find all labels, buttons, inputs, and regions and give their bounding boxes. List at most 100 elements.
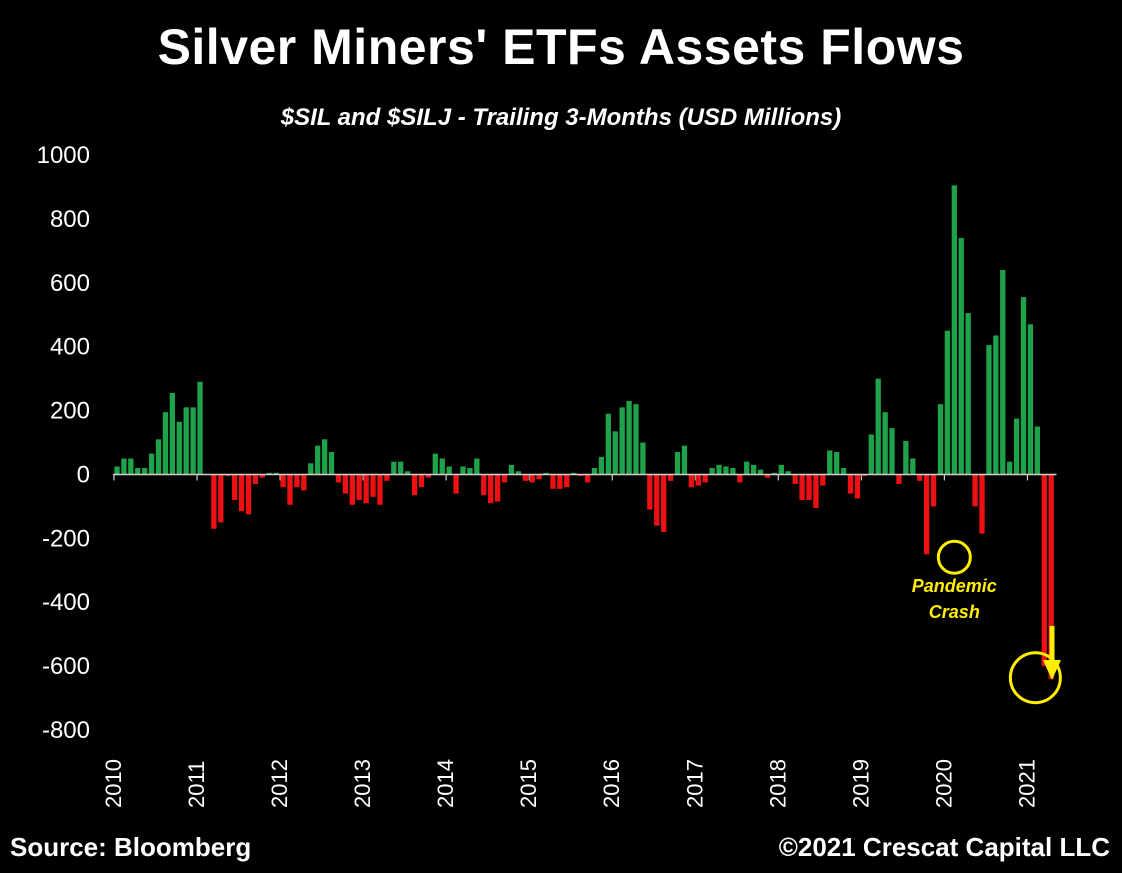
y-axis-ticks: 1000 800 600 400 200 0 -200 -400 -600 -800 bbox=[37, 142, 90, 744]
bar bbox=[750, 464, 757, 475]
bar bbox=[564, 474, 570, 488]
bar bbox=[418, 474, 425, 488]
bar bbox=[1000, 270, 1006, 475]
copyright-label: ©2021 Crescat Capital LLC bbox=[778, 832, 1110, 862]
y-tick-label: -800 bbox=[42, 717, 90, 744]
x-tick-label: 2016 bbox=[599, 759, 624, 808]
bar bbox=[169, 392, 176, 475]
bar bbox=[958, 238, 964, 475]
bar bbox=[764, 474, 771, 478]
bar bbox=[550, 474, 556, 489]
bar bbox=[315, 445, 321, 475]
bar bbox=[356, 474, 362, 500]
bar bbox=[197, 381, 203, 475]
bar bbox=[688, 474, 695, 488]
bar bbox=[861, 474, 868, 477]
bar bbox=[557, 474, 563, 489]
chart-subtitle: $SIL and $SILJ - Trailing 3-Months (USD … bbox=[280, 104, 842, 131]
bar bbox=[723, 466, 729, 475]
bar bbox=[813, 474, 819, 508]
bar bbox=[391, 461, 397, 475]
bar bbox=[245, 474, 252, 515]
bar bbox=[481, 474, 487, 496]
bar bbox=[654, 474, 660, 526]
bar bbox=[882, 412, 888, 475]
bar bbox=[993, 335, 999, 475]
bar bbox=[834, 452, 840, 475]
bar bbox=[148, 453, 155, 475]
bar bbox=[142, 468, 148, 475]
bar bbox=[155, 439, 162, 475]
annotation-circle-pandemic bbox=[936, 539, 972, 575]
bar bbox=[467, 468, 473, 475]
bar bbox=[294, 474, 300, 488]
annotations: Pandemic Crash bbox=[912, 539, 1062, 705]
x-tick-label: 2011 bbox=[184, 761, 209, 808]
bar bbox=[605, 413, 611, 475]
x-tick-label: 2015 bbox=[516, 759, 541, 808]
bar bbox=[225, 474, 231, 477]
bar bbox=[847, 474, 854, 494]
bar bbox=[349, 474, 355, 505]
bar bbox=[508, 464, 515, 475]
x-tick-label: 2018 bbox=[765, 759, 790, 808]
bar bbox=[591, 468, 598, 475]
bar bbox=[176, 421, 182, 475]
bar bbox=[868, 434, 874, 475]
annotation-label-pandemic-crash: Pandemic bbox=[912, 576, 997, 596]
bar bbox=[889, 428, 895, 475]
bar bbox=[398, 461, 404, 475]
bar bbox=[709, 468, 715, 475]
bar bbox=[792, 474, 798, 485]
bar bbox=[744, 461, 750, 475]
bar bbox=[903, 440, 909, 475]
bar bbox=[128, 458, 134, 475]
bar bbox=[944, 330, 951, 475]
bar bbox=[854, 474, 861, 499]
bar bbox=[716, 464, 722, 475]
bar bbox=[730, 468, 736, 475]
bar bbox=[529, 474, 535, 483]
bar bbox=[404, 471, 411, 475]
bar bbox=[301, 474, 307, 491]
bar bbox=[667, 474, 674, 481]
bar-series bbox=[114, 185, 1054, 679]
x-tick-label: 2019 bbox=[848, 759, 873, 808]
bar bbox=[121, 458, 127, 475]
bar bbox=[937, 404, 944, 475]
bar bbox=[702, 474, 708, 483]
bar bbox=[571, 472, 577, 475]
bar bbox=[965, 313, 971, 475]
bar bbox=[432, 453, 438, 475]
bar bbox=[640, 442, 646, 475]
x-tick-label: 2014 bbox=[433, 759, 458, 808]
bar bbox=[425, 474, 432, 478]
bar bbox=[453, 474, 459, 494]
bar bbox=[681, 445, 688, 475]
bar bbox=[1048, 474, 1054, 679]
bar bbox=[238, 474, 245, 512]
x-tick-label: 2013 bbox=[350, 759, 375, 808]
bar bbox=[370, 474, 376, 497]
bar bbox=[335, 474, 342, 483]
y-tick-label: 600 bbox=[50, 270, 90, 297]
bar bbox=[183, 407, 189, 475]
bar bbox=[328, 452, 335, 475]
bar bbox=[577, 474, 584, 477]
bar bbox=[598, 456, 605, 475]
bar bbox=[342, 474, 349, 494]
bar bbox=[951, 185, 957, 475]
bar bbox=[1007, 461, 1013, 475]
bar bbox=[266, 472, 272, 475]
bar bbox=[384, 474, 390, 481]
bar bbox=[190, 407, 196, 475]
bar bbox=[280, 474, 286, 488]
x-tick-label: 2021 bbox=[1014, 759, 1039, 808]
down-arrow-icon bbox=[1043, 660, 1061, 680]
bar bbox=[363, 474, 369, 504]
bar bbox=[785, 471, 791, 475]
bar bbox=[930, 474, 937, 507]
bar bbox=[135, 468, 141, 475]
bar bbox=[1034, 426, 1041, 475]
